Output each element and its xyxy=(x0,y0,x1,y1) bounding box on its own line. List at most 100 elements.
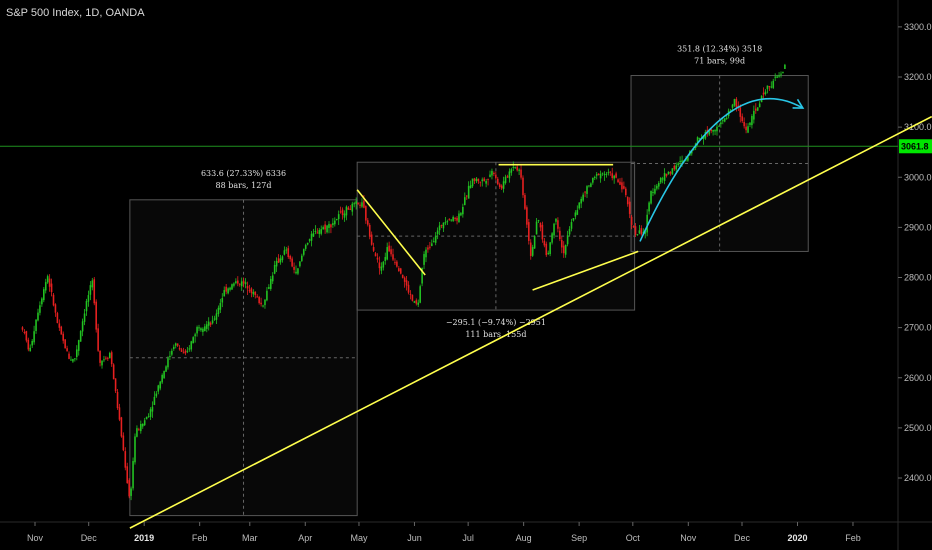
candle-body xyxy=(462,206,464,215)
candle-body xyxy=(225,286,227,292)
candle-body xyxy=(246,285,249,289)
candle-body xyxy=(252,291,255,295)
candle-body xyxy=(578,202,581,209)
candle-body xyxy=(438,225,441,231)
trend-line xyxy=(129,115,932,529)
candle-body xyxy=(595,174,598,176)
candle-body xyxy=(366,220,369,225)
candle-body xyxy=(337,214,340,220)
candle-body xyxy=(182,352,185,354)
candle-body xyxy=(43,289,45,301)
x-tick-label: Jun xyxy=(407,533,422,543)
candle-body xyxy=(421,267,423,284)
candle-body xyxy=(652,192,654,194)
candle-body xyxy=(526,207,528,225)
candle-body xyxy=(56,313,59,324)
candle-body xyxy=(374,253,377,257)
candle-body xyxy=(485,180,487,184)
candle-body xyxy=(537,219,540,222)
candle-body xyxy=(134,436,136,463)
candle-body xyxy=(174,343,177,346)
candle-body xyxy=(599,173,602,179)
candle-body xyxy=(716,126,718,132)
candle-body xyxy=(483,178,485,182)
candle-body xyxy=(446,221,449,223)
candle-body xyxy=(141,423,144,427)
y-tick-label: 3000.0 xyxy=(904,172,932,182)
candle-body xyxy=(200,328,202,331)
candle-body xyxy=(330,224,332,228)
candle-body xyxy=(147,416,150,418)
candle-body xyxy=(268,287,270,289)
candle-body xyxy=(524,195,526,209)
y-tick-label: 2400.0 xyxy=(904,473,932,483)
candle-body xyxy=(398,268,400,272)
candle-body xyxy=(64,339,66,349)
candle-body xyxy=(262,305,264,307)
candle-body xyxy=(269,278,272,289)
candle-body xyxy=(392,254,394,260)
candle-body xyxy=(607,172,610,174)
candle-body xyxy=(617,179,619,183)
candle-body xyxy=(469,185,472,189)
candle-body xyxy=(456,217,458,221)
candle-body xyxy=(120,417,123,437)
candle-body xyxy=(128,480,130,497)
candle-body xyxy=(733,99,736,106)
x-tick-label: Jul xyxy=(462,533,474,543)
candle-body xyxy=(107,357,109,359)
candle-body xyxy=(46,276,49,283)
candle-body xyxy=(188,348,191,350)
candle-body xyxy=(425,249,427,258)
candle-body xyxy=(271,275,274,282)
candle-body xyxy=(157,385,160,392)
candle-body xyxy=(751,115,753,126)
candle-body xyxy=(444,222,447,224)
candle-body xyxy=(37,312,39,321)
candle-body xyxy=(698,137,701,139)
x-tick-label: Nov xyxy=(27,533,44,543)
candle-body xyxy=(242,280,245,284)
measure-stats-label: −295.1 (−9.74%) −2951 xyxy=(446,318,546,327)
candle-body xyxy=(723,118,726,122)
candle-body xyxy=(625,188,627,196)
candle-body xyxy=(516,166,518,171)
candle-body xyxy=(132,461,134,489)
candle-body xyxy=(431,243,433,247)
x-tick-label: 2019 xyxy=(134,533,154,543)
candle-body xyxy=(74,358,76,360)
candle-body xyxy=(603,174,606,176)
candle-body xyxy=(506,176,509,178)
candle-body xyxy=(448,219,451,221)
candle-body xyxy=(481,179,484,182)
candle-body xyxy=(671,168,674,175)
candle-body xyxy=(495,175,497,179)
y-tick-label: 2900.0 xyxy=(904,222,932,232)
candle-body xyxy=(207,321,210,326)
candle-body xyxy=(597,173,600,176)
candle-body xyxy=(465,195,468,197)
candle-body xyxy=(758,103,761,108)
candle-body xyxy=(291,258,293,267)
candle-body xyxy=(545,243,548,256)
x-tick-label: Oct xyxy=(626,533,641,543)
candle-body xyxy=(768,86,771,88)
candle-body xyxy=(772,80,775,88)
candle-body xyxy=(766,85,769,90)
candle-body xyxy=(190,341,193,350)
last-price-label: 3061.8 xyxy=(901,141,929,151)
candle-body xyxy=(136,428,138,437)
candle-body xyxy=(440,224,443,226)
candle-body xyxy=(601,172,604,174)
candle-body xyxy=(217,307,220,314)
candle-body xyxy=(332,223,334,226)
candle-body xyxy=(213,318,216,320)
candle-body xyxy=(718,125,720,127)
candle-body xyxy=(491,170,493,176)
candle-body xyxy=(370,234,373,245)
candle-body xyxy=(434,235,437,243)
candle-body xyxy=(690,150,693,154)
y-tick-label: 2600.0 xyxy=(904,373,932,383)
candle-body xyxy=(355,201,357,204)
